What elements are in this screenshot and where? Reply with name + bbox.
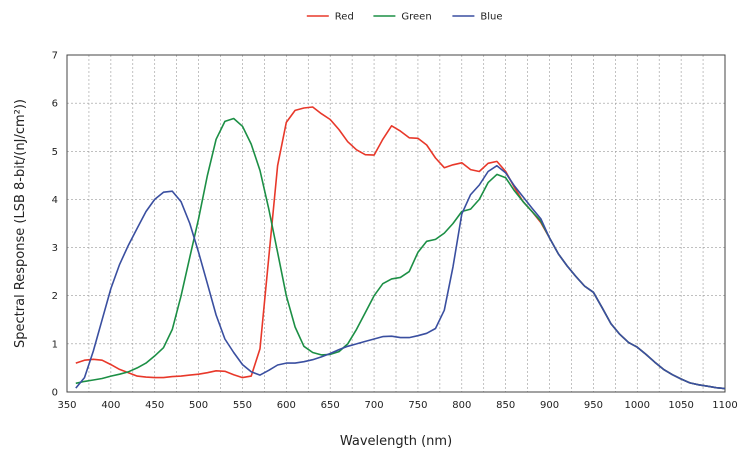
x-tick-label: 1000 — [625, 400, 650, 411]
y-tick-label: 5 — [52, 147, 58, 158]
x-axis-ticks: 350 400 450 500 550 600 650 700 750 800 850 900 950 1… — [57, 400, 737, 411]
y-tick-label: 1 — [52, 339, 58, 350]
x-tick-label: 350 — [57, 400, 76, 411]
plot-area — [66, 54, 726, 393]
y-tick-label: 4 — [52, 195, 58, 206]
legend-item-green: Green — [373, 12, 432, 23]
legend-label: Green — [401, 12, 431, 23]
series-line-green — [75, 117, 726, 390]
x-tick-label: 900 — [540, 400, 559, 411]
legend-item-blue: Blue — [452, 12, 503, 23]
x-tick-label: 850 — [496, 400, 515, 411]
x-tick-label: 950 — [584, 400, 603, 411]
x-tick-label: 750 — [408, 400, 427, 411]
x-tick-label: 1100 — [712, 400, 737, 411]
x-tick-label: 800 — [452, 400, 471, 411]
y-tick-label: 7 — [52, 51, 58, 62]
x-tick-label: 600 — [277, 400, 296, 411]
x-tick-label: 650 — [321, 400, 340, 411]
x-tick-label: 450 — [145, 400, 164, 411]
y-tick-label: 6 — [52, 99, 58, 110]
series-layer — [75, 106, 726, 390]
legend: Red Green Blue — [306, 12, 503, 23]
x-axis-title: Wavelength (nm) — [340, 434, 452, 449]
legend-label: Red — [335, 12, 354, 23]
y-axis-title: Spectral Response (LSB 8-bit/(nJ/cm²)) — [13, 99, 28, 348]
y-tick-label: 0 — [52, 388, 58, 399]
x-tick-label: 1050 — [668, 400, 693, 411]
series-line-blue — [75, 164, 726, 390]
grid — [66, 54, 726, 393]
y-tick-label: 3 — [52, 243, 58, 254]
legend-label: Blue — [480, 12, 502, 23]
y-axis-ticks: 0 1 2 3 4 5 6 7 — [52, 51, 58, 399]
legend-item-red: Red — [306, 12, 354, 23]
x-tick-label: 700 — [365, 400, 384, 411]
y-tick-label: 2 — [52, 291, 58, 302]
x-tick-label: 550 — [233, 400, 252, 411]
x-tick-label: 500 — [189, 400, 208, 411]
x-tick-label: 400 — [101, 400, 120, 411]
